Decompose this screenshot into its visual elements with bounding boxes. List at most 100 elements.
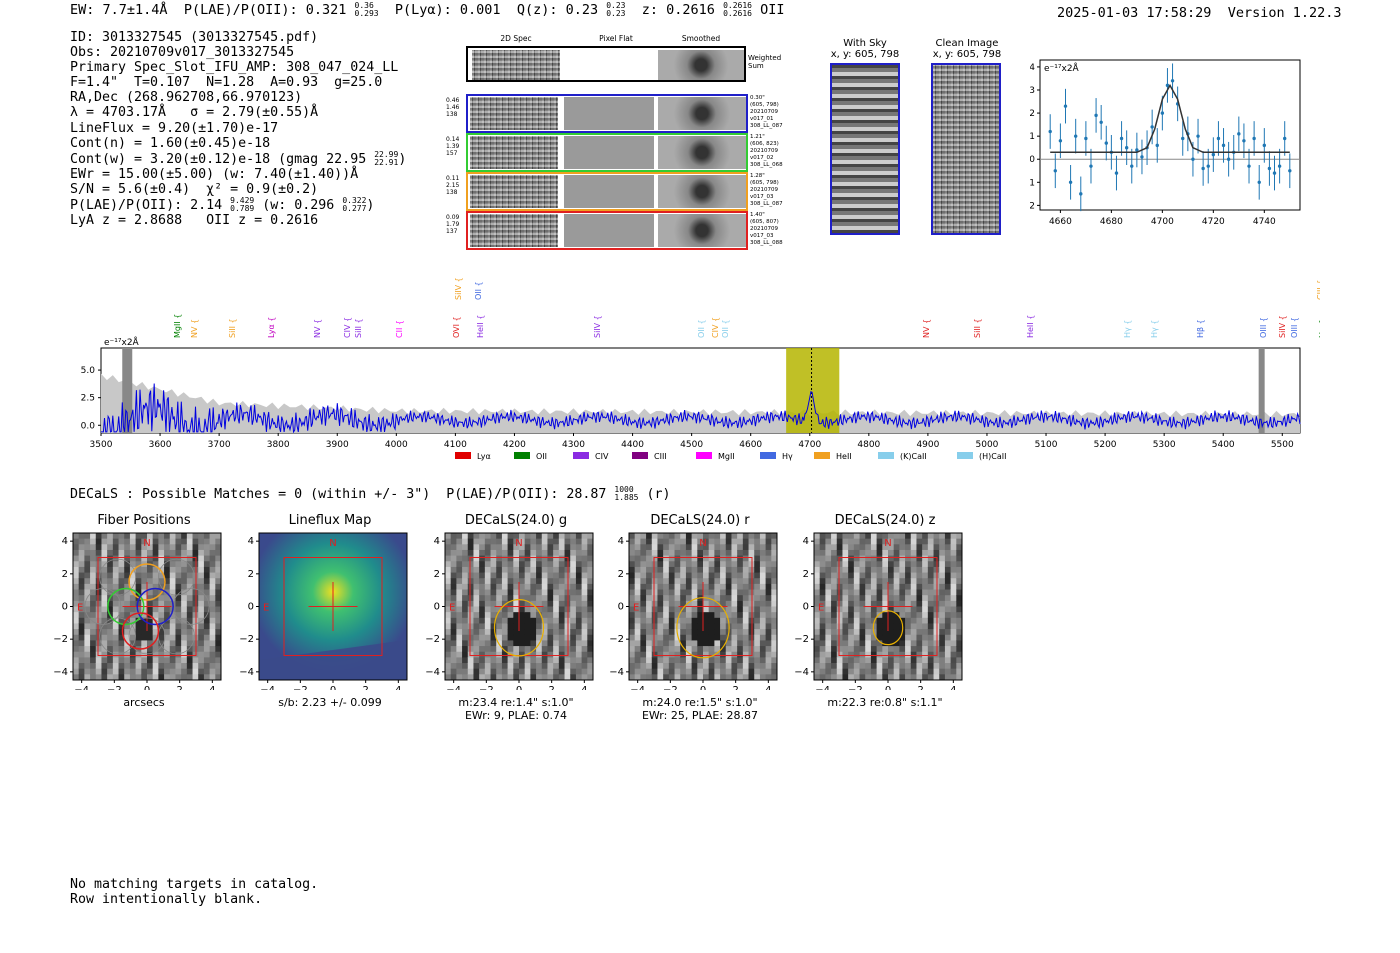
pixel — [95, 651, 102, 658]
pixel — [501, 566, 509, 574]
pixel — [759, 561, 767, 568]
pixel — [158, 561, 165, 568]
pixel — [118, 549, 125, 557]
pixel — [831, 544, 838, 551]
row-2dspec — [470, 214, 558, 247]
pixel — [853, 555, 861, 562]
pixel — [90, 595, 97, 602]
pixel — [640, 674, 647, 681]
pixel — [831, 629, 838, 636]
zoom-point — [1073, 134, 1078, 138]
pixel — [754, 623, 761, 630]
pixel — [720, 583, 727, 591]
east-label: E — [449, 603, 455, 614]
pixel — [629, 617, 636, 624]
pixel — [490, 589, 497, 596]
pixel — [944, 640, 952, 647]
pixel — [853, 572, 861, 579]
plae2-text: P(LAE)/P(OII): 2.14 — [70, 198, 223, 214]
pixel — [496, 533, 503, 540]
panel-ytick-label: 4 — [62, 536, 68, 547]
panel-ytick-label: 2 — [618, 569, 624, 580]
pixel — [519, 674, 526, 681]
pixel — [78, 555, 85, 562]
zoom-ytick-label: 1 — [1030, 132, 1035, 142]
pixel — [209, 555, 216, 562]
pixel — [519, 623, 526, 630]
panel-xtick-label: −2 — [107, 685, 122, 690]
zoom-point — [1079, 192, 1083, 196]
cutout-row — [466, 94, 748, 133]
pixel — [742, 663, 750, 670]
decals-lower: 1.885 — [614, 493, 639, 502]
pixel — [78, 572, 85, 579]
pixel — [541, 595, 548, 602]
pixel — [819, 561, 826, 568]
pixel — [640, 578, 647, 585]
pixel — [825, 589, 832, 596]
pixel — [95, 646, 102, 653]
pixel — [95, 668, 102, 675]
pixel — [181, 617, 188, 624]
pixel — [175, 572, 182, 579]
pixel — [541, 640, 548, 647]
pixel — [939, 578, 946, 585]
pixel — [186, 561, 194, 568]
pixel — [876, 663, 883, 670]
pixel — [674, 623, 681, 630]
pixel — [513, 623, 520, 630]
pixel — [198, 623, 205, 630]
pixel — [203, 600, 211, 607]
pixel — [587, 668, 594, 675]
pixel — [848, 617, 855, 624]
pixel — [507, 566, 514, 574]
pixel — [848, 663, 855, 670]
pixel — [765, 612, 772, 619]
pixel — [496, 538, 503, 545]
pixel — [651, 612, 658, 619]
pixel — [831, 646, 838, 653]
line-label-text: CIII { — [1316, 280, 1320, 300]
pixel — [765, 583, 772, 591]
pixel — [905, 651, 912, 658]
pixel — [490, 657, 497, 664]
pixel — [950, 533, 957, 540]
pixel — [181, 634, 188, 641]
pixel — [910, 595, 917, 602]
zoom-ytick-label: 4 — [1030, 63, 1035, 73]
pixel — [876, 629, 883, 636]
zoom-ytick-label: −2 — [1030, 201, 1035, 211]
pixel — [519, 595, 526, 602]
pixel — [759, 617, 767, 624]
pixel — [944, 544, 952, 551]
pixel — [731, 589, 738, 596]
pixel — [685, 561, 693, 568]
pixel — [513, 606, 520, 613]
line-label: Hγ { — [1123, 320, 1132, 338]
pixel — [467, 566, 474, 574]
pixel — [714, 646, 721, 653]
pixel — [124, 583, 131, 591]
pixel — [141, 606, 148, 613]
pixel — [524, 634, 531, 641]
pixel — [558, 533, 566, 540]
pixel — [547, 566, 554, 574]
pixel — [530, 583, 537, 591]
pixel — [703, 657, 710, 664]
pixel — [496, 595, 503, 602]
pixel — [575, 555, 583, 562]
spectrum-xtick-label: 4700 — [798, 440, 821, 450]
pixel — [870, 589, 878, 596]
pixel — [708, 561, 715, 568]
pixel — [905, 572, 912, 579]
pixel — [570, 634, 577, 641]
pixel — [73, 674, 80, 681]
pixel — [124, 674, 131, 681]
pixel — [581, 589, 588, 596]
pixel — [203, 544, 211, 551]
pixel — [848, 640, 855, 647]
pixel — [107, 634, 114, 641]
pixel — [714, 600, 721, 607]
pixel — [853, 646, 861, 653]
panel-xtick-label: 4 — [209, 685, 215, 690]
